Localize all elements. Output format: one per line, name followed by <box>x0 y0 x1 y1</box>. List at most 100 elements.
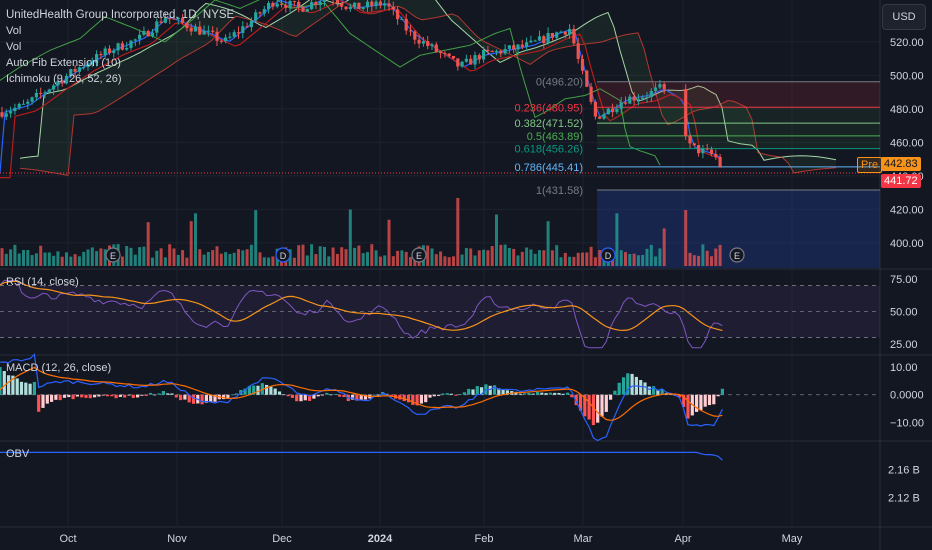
candle-body <box>383 3 387 6</box>
volume-bar <box>710 256 713 266</box>
candle-body <box>563 31 567 35</box>
macd-histogram-bar <box>204 394 208 403</box>
macd-histogram-bar <box>7 375 11 395</box>
macd-histogram-bar <box>187 394 191 403</box>
rsi-legend[interactable]: RSI (14, close) <box>6 276 79 288</box>
macd-histogram-bar <box>626 373 630 395</box>
volume-bar <box>297 245 301 266</box>
macd-histogram-bar <box>617 382 621 395</box>
indicator-legend-ichimoku[interactable]: Ichimoku (9, 26, 52, 26) <box>6 73 122 85</box>
macd-legend[interactable]: MACD (12, 26, close) <box>6 362 112 374</box>
volume-bar <box>13 244 17 266</box>
macd-histogram-bar <box>0 367 2 395</box>
candle-body <box>503 48 507 54</box>
volume-bar <box>22 249 25 266</box>
volume-bar <box>0 248 4 266</box>
volume-bar <box>366 252 369 266</box>
dividend-marker-icon <box>275 247 291 263</box>
indicator-legend-fib[interactable]: Auto Fib Extension (10) <box>6 57 121 69</box>
macd-histogram-bar <box>424 394 428 403</box>
obv-legend[interactable]: OBV <box>6 448 30 460</box>
macd-histogram-bar <box>191 394 196 404</box>
candle-body <box>408 30 413 32</box>
pre-market-label: Pre <box>857 157 883 173</box>
macd-histogram-bar <box>127 394 131 396</box>
candle-body <box>658 84 662 88</box>
macd-histogram-bar <box>62 394 67 398</box>
volume-bar <box>512 248 516 266</box>
candle-body <box>344 6 348 10</box>
volume-bar <box>619 250 623 266</box>
candle-body <box>340 3 344 7</box>
volume-bar <box>361 253 365 266</box>
macd-histogram-bar <box>441 393 445 395</box>
candle-body <box>357 2 361 9</box>
candle-body <box>443 53 447 55</box>
macd-histogram-bar <box>583 394 587 417</box>
macd-histogram-bar <box>161 390 165 395</box>
macd-histogram-bar <box>652 386 656 395</box>
volume-bar <box>155 250 159 266</box>
macd-histogram-bar <box>561 393 565 395</box>
volume-bar <box>542 250 546 266</box>
volume-bar <box>172 248 176 266</box>
volume-bar <box>348 209 352 266</box>
candle-body <box>460 61 464 67</box>
macd-histogram-bar <box>290 394 294 398</box>
macd-histogram-bar <box>574 394 578 406</box>
macd-histogram-bar <box>432 394 436 397</box>
volume-bar <box>645 248 649 266</box>
volume-bar <box>615 213 619 266</box>
volume-bar <box>370 244 374 266</box>
candle-body <box>159 21 163 23</box>
candle-body <box>267 2 271 10</box>
macd-histogram-bar <box>252 385 256 395</box>
macd-histogram-bar <box>37 394 41 412</box>
macd-histogram-bar <box>15 378 19 395</box>
candle-body <box>211 30 215 32</box>
candle-body <box>520 44 524 47</box>
macd-histogram-bar <box>84 394 88 398</box>
volume-bar <box>404 251 408 266</box>
x-tick-label: Feb <box>475 533 494 545</box>
volume-bar <box>318 246 322 266</box>
fib-level-label: 0.5(463.89) <box>527 131 583 143</box>
indicator-legend-vol-1[interactable]: Vol <box>6 25 22 37</box>
last-price-tag: 441.72 <box>881 174 921 188</box>
marker-letter: E <box>110 251 116 261</box>
candle-body <box>60 81 64 84</box>
macd-histogram-bar <box>712 394 716 405</box>
macd-histogram-bar <box>497 388 501 395</box>
macd-histogram-bar <box>230 394 234 396</box>
volume-bar <box>538 250 541 266</box>
obv-line <box>0 451 723 461</box>
macd-histogram-bar <box>643 382 647 395</box>
volume-bar <box>331 247 335 266</box>
volume-bar <box>636 255 640 266</box>
macd-histogram-bar <box>299 394 303 402</box>
macd-histogram-bar <box>265 384 269 395</box>
indicator-legend-vol-2[interactable]: Vol <box>6 41 22 53</box>
candle-body <box>95 54 99 63</box>
volume-bar <box>271 256 275 266</box>
macd-histogram-bar <box>256 385 260 395</box>
macd-histogram-bar <box>527 392 531 395</box>
candle-body <box>249 20 253 28</box>
macd-histogram-bar <box>114 394 118 399</box>
candle-body <box>439 51 443 54</box>
currency-button[interactable]: USD <box>882 4 926 30</box>
macd-histogram-bar <box>286 394 290 397</box>
volume-bar <box>507 248 511 266</box>
candle-body <box>709 149 714 154</box>
candle-body <box>374 1 378 6</box>
rsi-tick-label: 50.00 <box>890 307 918 319</box>
volume-bar <box>649 244 653 266</box>
candle-body <box>611 108 615 113</box>
candle-body <box>391 6 395 10</box>
volume-bar <box>219 253 223 266</box>
volume-bar <box>65 252 68 266</box>
candle-body <box>697 145 701 154</box>
volume-bar <box>598 249 602 266</box>
volume-bar <box>520 251 524 266</box>
